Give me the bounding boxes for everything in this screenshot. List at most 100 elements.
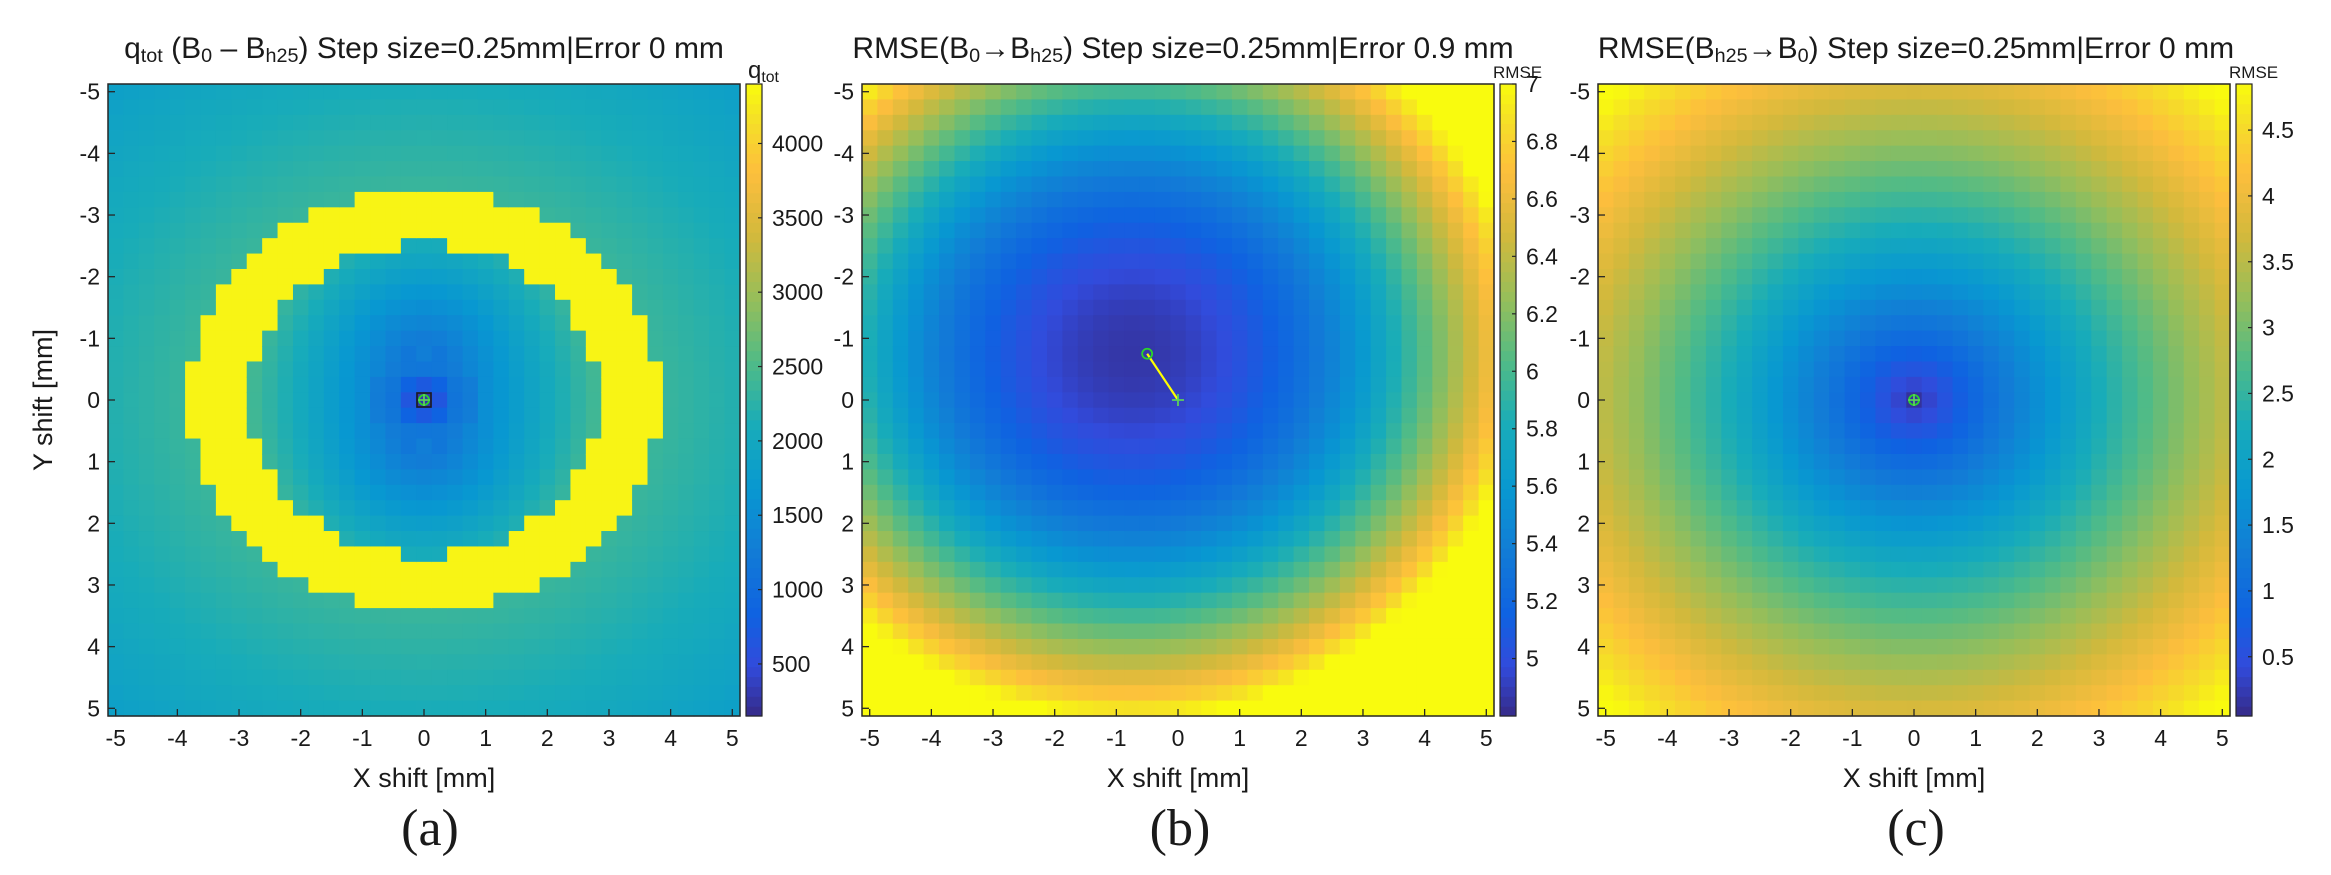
heatmap-cell [1782, 130, 1799, 147]
heatmap-cell [1216, 561, 1233, 578]
heatmap-cell [524, 191, 541, 208]
heatmap-cell [1231, 608, 1248, 625]
heatmap-cell [662, 176, 679, 193]
heatmap-cell [246, 268, 263, 285]
heatmap-cell [416, 469, 433, 486]
heatmap-cell [123, 500, 140, 517]
colorbar-segment [746, 222, 762, 233]
heatmap-cell [1216, 207, 1233, 224]
heatmap-cell [1998, 330, 2015, 347]
panel-b-title: RMSE(B0→Bh25) Step size=0.25mm|Error 0.9… [852, 32, 1513, 67]
colorbar-tick-label: 5.6 [1526, 473, 1558, 499]
heatmap-cell [1844, 176, 1861, 193]
heatmap-cell [1829, 561, 1846, 578]
heatmap-cell [185, 361, 202, 378]
heatmap-cell [308, 453, 325, 470]
heatmap-cell [1339, 407, 1356, 424]
heatmap-cell [215, 99, 232, 116]
heatmap-cell [908, 654, 925, 671]
heatmap-cell [2075, 407, 2092, 424]
heatmap-cell [169, 130, 186, 147]
heatmap-cell [416, 685, 433, 702]
heatmap-cell [1463, 484, 1480, 501]
heatmap-cell [1921, 99, 1938, 116]
heatmap-cell [969, 222, 986, 239]
heatmap-cell [1844, 423, 1861, 440]
heatmap-cell [2075, 161, 2092, 178]
heatmap-cell [123, 346, 140, 363]
heatmap-cell [1124, 438, 1141, 455]
heatmap-cell [508, 346, 525, 363]
heatmap-cell [908, 531, 925, 548]
heatmap-cell [1613, 700, 1630, 717]
heatmap-cell [400, 577, 417, 594]
heatmap-cell [1478, 423, 1495, 440]
heatmap-cell [1416, 330, 1433, 347]
heatmap-cell [231, 222, 248, 239]
heatmap-cell [508, 145, 525, 162]
heatmap-cell [231, 469, 248, 486]
heatmap-cell [1829, 685, 1846, 702]
heatmap-cell [693, 176, 710, 193]
heatmap-cell [1324, 130, 1341, 147]
heatmap-cell [169, 84, 186, 101]
heatmap-cell [892, 299, 909, 316]
heatmap-cell [1983, 438, 2000, 455]
heatmap-cell [339, 685, 356, 702]
heatmap-cell [123, 592, 140, 609]
heatmap-cell [939, 299, 956, 316]
heatmap-cell [1967, 608, 1984, 625]
heatmap-cell [1875, 315, 1892, 332]
heatmap-cell [1077, 669, 1094, 686]
heatmap-cell [1952, 315, 1969, 332]
heatmap-cell [1231, 99, 1248, 116]
heatmap-cell [1185, 392, 1202, 409]
heatmap-cell [1860, 207, 1877, 224]
heatmap-cell [262, 222, 279, 239]
heatmap-cell [1262, 623, 1279, 640]
heatmap-cell [1628, 191, 1645, 208]
heatmap-cell [1201, 608, 1218, 625]
heatmap-cell [555, 145, 572, 162]
heatmap-cell [1216, 500, 1233, 517]
heatmap-cell [354, 392, 371, 409]
heatmap-cell [1736, 330, 1753, 347]
heatmap-cell [1952, 438, 1969, 455]
heatmap-cell [262, 685, 279, 702]
heatmap-cell [1124, 592, 1141, 609]
heatmap-cell [1890, 623, 1907, 640]
heatmap-cell [1046, 176, 1063, 193]
heatmap-cell [1339, 191, 1356, 208]
heatmap-cell [400, 561, 417, 578]
heatmap-cell [400, 531, 417, 548]
heatmap-cell [477, 438, 494, 455]
heatmap-cell [2075, 638, 2092, 655]
heatmap-cell [693, 299, 710, 316]
heatmap-cell [431, 361, 448, 378]
heatmap-cell [954, 407, 971, 424]
heatmap-cell [2014, 376, 2031, 393]
heatmap-cell [277, 669, 294, 686]
heatmap-cell [508, 608, 525, 625]
heatmap-cell [108, 99, 125, 116]
heatmap-cell [370, 453, 387, 470]
heatmap-cell [1659, 361, 1676, 378]
heatmap-cell [1386, 130, 1403, 147]
heatmap-cell [1675, 361, 1692, 378]
heatmap-cell [1401, 592, 1418, 609]
heatmap-cell [555, 268, 572, 285]
heatmap-cell [1829, 515, 1846, 532]
heatmap-cell [1324, 207, 1341, 224]
heatmap-cell [939, 346, 956, 363]
heatmap-cell [200, 99, 217, 116]
heatmap-cell [1201, 484, 1218, 501]
heatmap-cell [1983, 299, 2000, 316]
heatmap-cell [662, 700, 679, 717]
heatmap-cell [1339, 685, 1356, 702]
heatmap-cell [508, 700, 525, 717]
heatmap-cell [539, 654, 556, 671]
heatmap-cell [2091, 361, 2108, 378]
heatmap-cell [493, 130, 510, 147]
heatmap-cell [108, 700, 125, 717]
heatmap-cell [954, 453, 971, 470]
